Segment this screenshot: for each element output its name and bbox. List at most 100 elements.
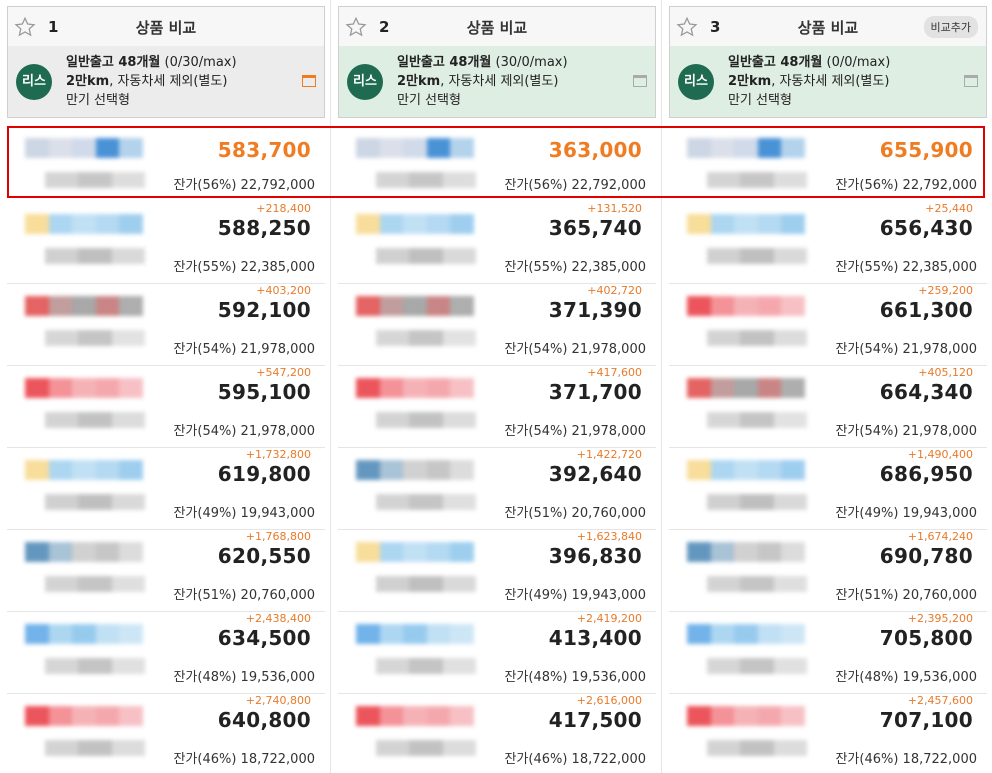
- contract-term: 일반출고 48개월: [397, 55, 492, 70]
- residual-value: 잔가(46%) 18,722,000: [835, 752, 977, 767]
- quote-row[interactable]: +2,438,400 634,500 잔가(48%) 19,536,000: [7, 612, 325, 694]
- company-logo: [45, 330, 145, 346]
- company-logo: [707, 658, 807, 674]
- quote-row[interactable]: 655,900 잔가(56%) 22,792,000: [669, 126, 987, 202]
- quote-row[interactable]: +2,740,800 640,800 잔가(46%) 18,722,000: [7, 694, 325, 773]
- quote-row[interactable]: +218,400 588,250 잔가(55%) 22,385,000: [7, 202, 325, 284]
- price-difference: +259,200: [918, 284, 973, 297]
- company-logo: [45, 576, 145, 592]
- residual-value: 잔가(49%) 19,943,000: [835, 506, 977, 521]
- price-difference: +547,200: [256, 366, 311, 379]
- car-image: [356, 624, 474, 644]
- car-image: [25, 460, 143, 480]
- price-difference: +2,419,200: [576, 612, 642, 625]
- quote-row[interactable]: +402,720 371,390 잔가(54%) 21,978,000: [338, 284, 656, 366]
- quote-row[interactable]: +405,120 664,340 잔가(54%) 21,978,000: [669, 366, 987, 448]
- company-logo: [45, 658, 145, 674]
- residual-value: 잔가(51%) 20,760,000: [173, 588, 315, 603]
- price-difference: +1,674,240: [907, 530, 973, 543]
- car-image: [356, 378, 474, 398]
- product-info: 리스 일반출고 48개월 (0/0/max) 2만km, 자동차세 제외(별도) 만기…: [669, 46, 987, 118]
- quote-row[interactable]: +547,200 595,100 잔가(54%) 21,978,000: [7, 366, 325, 448]
- car-image: [687, 138, 805, 158]
- residual-value: 잔가(51%) 20,760,000: [504, 506, 646, 521]
- monthly-price: 664,340: [879, 380, 973, 404]
- price-difference: +2,438,400: [245, 612, 311, 625]
- price-difference: +2,616,000: [576, 694, 642, 707]
- tax-note: , 자동차세 제외(별도): [109, 74, 228, 89]
- column-number: 3: [710, 18, 721, 36]
- add-comparison-button[interactable]: 비교추가: [923, 16, 978, 38]
- residual-value: 잔가(56%) 22,792,000: [835, 178, 977, 193]
- company-logo: [707, 576, 807, 592]
- quote-row[interactable]: +25,440 656,430 잔가(55%) 22,385,000: [669, 202, 987, 284]
- company-logo: [707, 412, 807, 428]
- quote-row[interactable]: +1,768,800 620,550 잔가(51%) 20,760,000: [7, 530, 325, 612]
- contract-term: 일반출고 48개월: [728, 55, 823, 70]
- monthly-price: 413,400: [548, 626, 642, 650]
- price-difference: +1,422,720: [576, 448, 642, 461]
- quote-row[interactable]: +1,422,720 392,640 잔가(51%) 20,760,000: [338, 448, 656, 530]
- monthly-price: 392,640: [548, 462, 642, 486]
- monthly-price: 588,250: [217, 216, 311, 240]
- window-icon[interactable]: [302, 75, 316, 87]
- quote-row[interactable]: +417,600 371,700 잔가(54%) 21,978,000: [338, 366, 656, 448]
- company-logo: [45, 494, 145, 510]
- quote-list: 655,900 잔가(56%) 22,792,000 +25,440 656,430 잔…: [669, 126, 987, 773]
- residual-value: 잔가(54%) 21,978,000: [835, 342, 977, 357]
- residual-value: 잔가(54%) 21,978,000: [835, 424, 977, 439]
- contract-ratio: (30/0/max): [491, 55, 568, 70]
- quote-row[interactable]: +2,616,000 417,500 잔가(46%) 18,722,000: [338, 694, 656, 773]
- residual-value: 잔가(46%) 18,722,000: [504, 752, 646, 767]
- quote-row[interactable]: +259,200 661,300 잔가(54%) 21,978,000: [669, 284, 987, 366]
- residual-value: 잔가(48%) 19,536,000: [173, 670, 315, 685]
- product-conditions: 일반출고 48개월 (30/0/max) 2만km, 자동차세 제외(별도) 만기 …: [397, 53, 568, 110]
- price-difference: +2,740,800: [245, 694, 311, 707]
- price-difference: +131,520: [587, 202, 642, 215]
- quote-row[interactable]: +1,623,840 396,830 잔가(49%) 19,943,000: [338, 530, 656, 612]
- star-icon[interactable]: [676, 16, 698, 38]
- quote-row[interactable]: +2,457,600 707,100 잔가(46%) 18,722,000: [669, 694, 987, 773]
- monthly-price: 705,800: [879, 626, 973, 650]
- monthly-price: 619,800: [217, 462, 311, 486]
- residual-value: 잔가(51%) 20,760,000: [835, 588, 977, 603]
- residual-value: 잔가(54%) 21,978,000: [173, 424, 315, 439]
- window-icon[interactable]: [633, 75, 647, 87]
- car-image: [25, 138, 143, 158]
- car-image: [356, 138, 474, 158]
- quote-row[interactable]: +1,674,240 690,780 잔가(51%) 20,760,000: [669, 530, 987, 612]
- price-difference: +403,200: [256, 284, 311, 297]
- quote-row[interactable]: +2,395,200 705,800 잔가(48%) 19,536,000: [669, 612, 987, 694]
- quote-row[interactable]: 363,000 잔가(56%) 22,792,000: [338, 126, 656, 202]
- maturity-type: 만기 선택형: [397, 93, 461, 108]
- residual-value: 잔가(49%) 19,943,000: [173, 506, 315, 521]
- quote-row[interactable]: +403,200 592,100 잔가(54%) 21,978,000: [7, 284, 325, 366]
- quote-list: 363,000 잔가(56%) 22,792,000 +131,520 365,740…: [338, 126, 656, 773]
- star-icon[interactable]: [14, 16, 36, 38]
- star-icon[interactable]: [345, 16, 367, 38]
- monthly-price: 690,780: [879, 544, 973, 568]
- car-image: [25, 214, 143, 234]
- residual-value: 잔가(56%) 22,792,000: [173, 178, 315, 193]
- residual-value: 잔가(55%) 22,385,000: [835, 260, 977, 275]
- comparison-column-2: 2 상품 비교 리스 일반출고 48개월 (30/0/max) 2만km, 자동차세 제…: [338, 6, 656, 773]
- lease-badge: 리스: [347, 64, 383, 100]
- quote-row[interactable]: +2,419,200 413,400 잔가(48%) 19,536,000: [338, 612, 656, 694]
- quote-row[interactable]: 583,700 잔가(56%) 22,792,000: [7, 126, 325, 202]
- maturity-type: 만기 선택형: [728, 93, 792, 108]
- quote-row[interactable]: +131,520 365,740 잔가(55%) 22,385,000: [338, 202, 656, 284]
- quote-row[interactable]: +1,490,400 686,950 잔가(49%) 19,943,000: [669, 448, 987, 530]
- price-difference: +1,768,800: [245, 530, 311, 543]
- window-icon[interactable]: [964, 75, 978, 87]
- company-logo: [376, 248, 476, 264]
- tax-note: , 자동차세 제외(별도): [440, 74, 559, 89]
- product-info: 리스 일반출고 48개월 (0/30/max) 2만km, 자동차세 제외(별도) 만…: [7, 46, 325, 118]
- car-image: [25, 706, 143, 726]
- monthly-price: 592,100: [217, 298, 311, 322]
- maturity-type: 만기 선택형: [66, 93, 130, 108]
- company-logo: [376, 576, 476, 592]
- residual-value: 잔가(48%) 19,536,000: [504, 670, 646, 685]
- contract-ratio: (0/30/max): [160, 55, 237, 70]
- price-difference: +417,600: [587, 366, 642, 379]
- quote-row[interactable]: +1,732,800 619,800 잔가(49%) 19,943,000: [7, 448, 325, 530]
